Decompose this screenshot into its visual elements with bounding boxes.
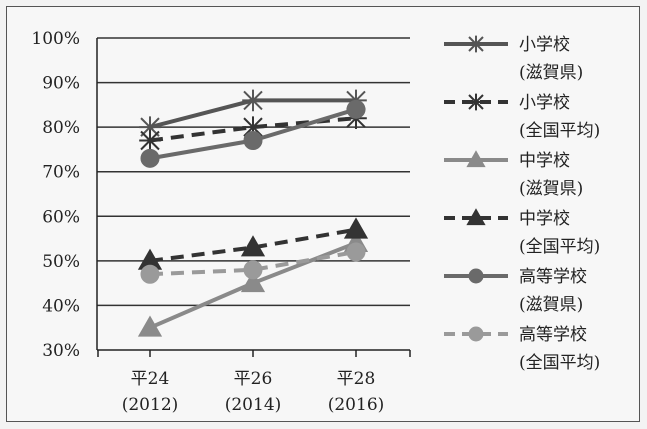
legend-marker	[467, 35, 485, 53]
data-point	[343, 217, 369, 239]
legend-label-sub: (全国平均)	[519, 237, 600, 257]
legend-marker	[468, 268, 484, 284]
x-tick-label-year: (2014)	[225, 395, 282, 415]
data-point	[140, 264, 160, 284]
legend-label-sub: (全国平均)	[519, 353, 600, 373]
legend-marker	[468, 326, 484, 342]
series-line	[149, 227, 357, 263]
x-tick-label: 平26	[234, 369, 273, 389]
y-tick-label: 90%	[42, 74, 80, 94]
data-point	[346, 242, 366, 262]
legend-label-sub: (滋賀県)	[519, 295, 583, 315]
legend-label: 高等学校	[519, 267, 587, 287]
y-tick-label: 70%	[42, 163, 80, 183]
data-point	[243, 131, 263, 151]
y-tick-label: 100%	[31, 29, 80, 49]
y-tick-label: 50%	[42, 252, 80, 272]
data-point	[140, 148, 160, 168]
y-tick-label: 30%	[42, 341, 80, 361]
legend-marker	[466, 150, 486, 168]
y-tick-label: 60%	[42, 207, 80, 227]
legend-label-sub: (滋賀県)	[519, 63, 583, 83]
data-point	[139, 129, 161, 152]
chart-frame	[6, 6, 640, 422]
data-point	[240, 235, 266, 257]
legend-label: 高等学校	[519, 325, 587, 345]
data-point	[346, 99, 366, 119]
legend-marker	[466, 208, 486, 226]
legend-label: 小学校	[519, 93, 570, 113]
data-point	[243, 260, 263, 280]
legend-label: 小学校	[519, 35, 570, 55]
legend-marker	[467, 93, 485, 111]
data-point	[242, 116, 264, 138]
x-tick-label-year: (2016)	[328, 395, 385, 415]
data-point	[137, 315, 163, 337]
x-tick-label-year: (2012)	[122, 395, 179, 415]
series-line	[149, 249, 357, 277]
legend-label: 中学校	[519, 151, 570, 171]
x-tick-label: 平24	[131, 369, 170, 389]
data-point	[242, 89, 264, 112]
y-tick-label: 80%	[42, 118, 80, 138]
data-point	[240, 270, 266, 293]
legend-label: 中学校	[519, 209, 570, 229]
data-point	[139, 116, 161, 138]
legend-label-sub: (全国平均)	[519, 121, 600, 141]
legend-label-sub: (滋賀県)	[519, 179, 583, 199]
x-tick-label: 平28	[337, 369, 376, 389]
y-tick-label: 40%	[42, 296, 80, 316]
